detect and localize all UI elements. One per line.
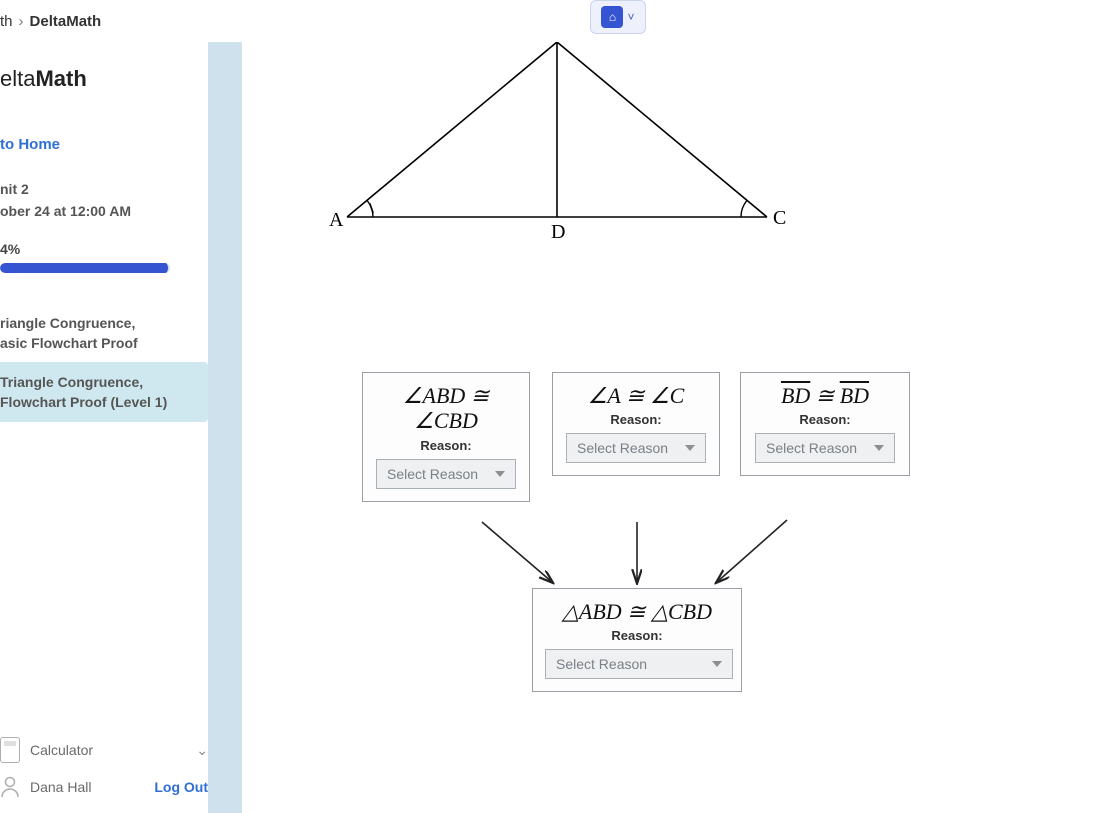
nav-line: riangle Congruence, <box>0 315 135 331</box>
reason-select[interactable]: Select Reason <box>755 433 895 463</box>
logo-text: elta <box>0 66 35 91</box>
logout-link[interactable]: Log Out <box>154 779 208 795</box>
nav-line: asic Flowchart Proof <box>0 335 138 351</box>
triangle-figure: A C D <box>342 42 782 252</box>
proof-box-bd-bd: BD ≅ BD Reason: Select Reason <box>740 372 910 476</box>
chevron-down-icon: ˅ <box>627 10 634 24</box>
caret-down-icon <box>874 445 884 451</box>
vertex-label-A: A <box>329 209 343 232</box>
sidebar: eltaMath to Home nit 2 ober 24 at 12:00 … <box>0 42 208 813</box>
reason-select[interactable]: Select Reason <box>545 649 733 679</box>
extension-badge[interactable]: ⌂ ˅ <box>590 0 646 34</box>
calculator-label: Calculator <box>30 742 93 758</box>
statement: BD ≅ BD <box>753 383 897 408</box>
calculator-toggle[interactable]: Calculator ⌄ <box>0 737 208 763</box>
logo-bold: Math <box>35 66 86 91</box>
user-name: Dana Hall <box>30 779 91 795</box>
statement: ∠A ≅ ∠C <box>565 383 707 408</box>
unit-label: nit 2 <box>0 181 208 197</box>
user-icon <box>0 775 20 799</box>
progress-percent: 4% <box>0 241 208 257</box>
due-date: ober 24 at 12:00 AM <box>0 203 208 219</box>
breadcrumb-sep: › <box>19 13 24 30</box>
caret-down-icon <box>495 471 505 477</box>
reason-select[interactable]: Select Reason <box>376 459 516 489</box>
progress-knob[interactable] <box>152 263 168 273</box>
proof-box-conclusion: △ABD ≅ △CBD Reason: Select Reason <box>532 588 742 692</box>
statement: △ABD ≅ △CBD <box>545 599 729 624</box>
gutter <box>208 42 242 813</box>
reason-select[interactable]: Select Reason <box>566 433 706 463</box>
sidebar-item-basic-proof[interactable]: riangle Congruence, asic Flowchart Proof <box>0 313 208 354</box>
progress-bar <box>0 263 170 273</box>
extension-icon: ⌂ <box>601 6 623 28</box>
select-placeholder: Select Reason <box>766 440 857 456</box>
select-placeholder: Select Reason <box>556 656 647 672</box>
back-to-home-link[interactable]: to Home <box>0 136 208 153</box>
vertex-label-D: D <box>551 221 565 244</box>
logo: eltaMath <box>0 56 208 92</box>
progress-fill <box>0 263 160 273</box>
breadcrumb-prev[interactable]: th <box>0 13 13 30</box>
proof-box-a-c: ∠A ≅ ∠C Reason: Select Reason <box>552 372 720 476</box>
reason-label: Reason: <box>545 628 729 643</box>
nav-line: Flowchart Proof (Level 1) <box>0 394 167 410</box>
vertex-label-C: C <box>773 207 786 230</box>
select-placeholder: Select Reason <box>387 466 478 482</box>
nav-line: Triangle Congruence, <box>0 374 143 390</box>
sidebar-item-flowchart-proof-l1[interactable]: Triangle Congruence, Flowchart Proof (Le… <box>0 362 208 423</box>
breadcrumb-current: DeltaMath <box>30 13 102 30</box>
content-area: A C D ∠ABD ≅∠CBD Reason: Select Reason ∠… <box>242 42 1111 813</box>
calculator-icon <box>0 737 20 763</box>
reason-label: Reason: <box>753 412 897 427</box>
statement: ∠ABD ≅∠CBD <box>375 383 517 434</box>
reason-label: Reason: <box>375 438 517 453</box>
select-placeholder: Select Reason <box>577 440 668 456</box>
proof-box-abd-cbd: ∠ABD ≅∠CBD Reason: Select Reason <box>362 372 530 502</box>
chevron-down-icon: ⌄ <box>196 742 208 759</box>
caret-down-icon <box>712 661 722 667</box>
user-row: Dana Hall Log Out <box>0 775 208 799</box>
caret-down-icon <box>685 445 695 451</box>
breadcrumb-bar: th › DeltaMath ⌂ ˅ <box>0 0 1111 42</box>
reason-label: Reason: <box>565 412 707 427</box>
